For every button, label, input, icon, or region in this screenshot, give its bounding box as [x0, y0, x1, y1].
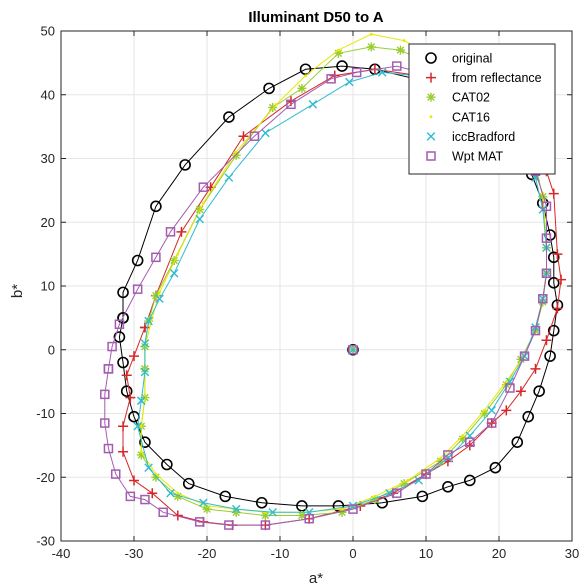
marker-asterisk: [367, 42, 376, 51]
y-tick-label: 40: [41, 87, 55, 102]
marker-dot: [505, 380, 508, 383]
marker-dot: [337, 49, 340, 52]
data-point: [170, 256, 179, 265]
marker-asterisk: [396, 46, 405, 55]
x-tick-label: 10: [419, 546, 433, 561]
data-point: [202, 202, 205, 205]
x-axis-label: a*: [309, 570, 323, 587]
marker-dot: [461, 434, 464, 437]
marker-dot: [439, 457, 442, 460]
y-tick-label: -20: [36, 470, 55, 485]
legend-label: Wpt MAT: [452, 150, 504, 164]
marker-dot: [275, 103, 278, 106]
data-point: [396, 46, 405, 55]
x-tick-label: -30: [125, 546, 144, 561]
data-point: [304, 74, 307, 77]
legend-label: from reflectance: [452, 71, 542, 85]
data-point: [140, 425, 143, 428]
data-point: [505, 380, 508, 383]
data-point: [275, 103, 278, 106]
data-point: [461, 434, 464, 437]
data-point: [483, 409, 486, 412]
legend-label: CAT16: [452, 110, 490, 124]
marker-dot: [403, 39, 406, 42]
y-tick-label: 30: [41, 151, 55, 166]
y-tick-label: 10: [41, 279, 55, 294]
data-point: [430, 115, 433, 118]
legend: original from reflectance CAT02 CAT16 iccBra…: [409, 44, 555, 174]
marker-dot: [158, 291, 161, 294]
x-tick-label: 0: [349, 546, 356, 561]
data-point: [403, 39, 406, 42]
data-point: [370, 33, 373, 36]
marker-dot: [430, 115, 433, 118]
marker-dot: [304, 74, 307, 77]
marker-dot: [202, 202, 205, 205]
marker-dot: [140, 425, 143, 428]
y-tick-label: -30: [36, 534, 55, 549]
data-point: [367, 42, 376, 51]
y-tick-label: 50: [41, 24, 55, 39]
y-tick-label: -10: [36, 406, 55, 421]
marker-asterisk: [297, 84, 306, 93]
legend-label: CAT02: [452, 91, 490, 105]
marker-asterisk: [170, 256, 179, 265]
chart-title: Illuminant D50 to A: [248, 9, 383, 26]
marker-dot: [140, 450, 143, 453]
data-point: [176, 253, 179, 256]
data-point: [406, 479, 409, 482]
marker-dot: [483, 409, 486, 412]
legend-label: original: [452, 52, 492, 66]
x-tick-label: 20: [492, 546, 506, 561]
marker-dot: [406, 479, 409, 482]
data-point: [374, 495, 377, 498]
marker-dot: [176, 253, 179, 256]
y-tick-label: 0: [48, 342, 55, 357]
x-tick-label: -10: [271, 546, 290, 561]
marker-dot: [374, 495, 377, 498]
marker-dot: [370, 33, 373, 36]
data-point: [337, 49, 340, 52]
marker-asterisk: [427, 93, 436, 102]
data-point: [158, 291, 161, 294]
y-axis-label: b*: [9, 284, 26, 298]
data-point: [439, 457, 442, 460]
marker-dot: [176, 492, 179, 495]
data-point: [176, 492, 179, 495]
x-tick-label: -20: [198, 546, 217, 561]
data-point: [140, 450, 143, 453]
legend-label: iccBradford: [452, 130, 515, 144]
x-tick-label: 30: [565, 546, 579, 561]
data-point: [297, 84, 306, 93]
data-point: [427, 93, 436, 102]
y-tick-label: 20: [41, 215, 55, 230]
